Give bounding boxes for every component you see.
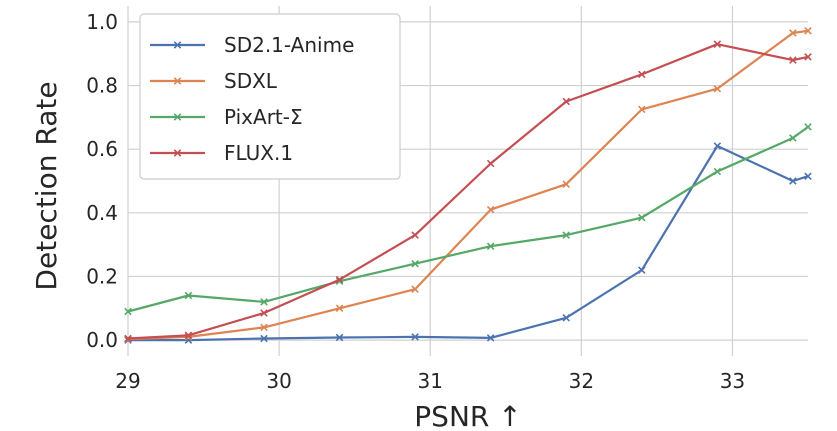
- tick-labels: 29 30 31 32 33 0.0 0.2 0.4 0.6 0.8 1.0: [86, 10, 745, 393]
- data-point: [804, 172, 812, 180]
- series-flux-1: [124, 40, 812, 343]
- data-point: [713, 167, 722, 176]
- legend-marker: [173, 41, 182, 49]
- x-tick-label: 31: [417, 369, 442, 393]
- data-point: [638, 213, 646, 222]
- data-point: [789, 134, 797, 142]
- data-point: [411, 285, 419, 293]
- data-point: [335, 275, 344, 284]
- y-axis-label: Detection Rate: [30, 81, 63, 290]
- data-point: [562, 97, 570, 106]
- data-point: [335, 304, 344, 313]
- legend-entry-sd2-1-anime: SD2.1-Anime: [150, 33, 354, 57]
- x-tick-label: 32: [569, 369, 594, 393]
- legend-marker: [173, 149, 182, 157]
- data-point: [804, 53, 812, 61]
- data-point: [260, 309, 268, 317]
- data-point: [804, 123, 812, 131]
- data-point: [411, 231, 419, 239]
- data-point: [486, 242, 495, 250]
- data-point: [184, 291, 193, 300]
- data-point: [804, 27, 812, 35]
- data-point: [411, 259, 419, 268]
- data-point: [335, 333, 344, 342]
- x-tick-label: 30: [266, 369, 291, 393]
- data-point: [260, 323, 268, 332]
- legend-box: [139, 13, 401, 180]
- data-point: [789, 56, 797, 64]
- data-point: [486, 334, 495, 342]
- data-point: [562, 314, 570, 322]
- data-point: [638, 70, 646, 79]
- y-tick-label: 0.2: [86, 264, 118, 288]
- data-point: [562, 231, 570, 239]
- data-point: [789, 177, 797, 185]
- y-tick-label: 0.6: [86, 137, 118, 161]
- series-group: [124, 27, 812, 344]
- data-point: [184, 331, 193, 340]
- legend-marker: [173, 113, 182, 121]
- x-tick-label: 29: [115, 369, 140, 393]
- data-point: [124, 334, 132, 343]
- legend-entry-sdxl: SDXL: [150, 69, 278, 93]
- data-point: [411, 333, 419, 341]
- data-point: [713, 40, 722, 48]
- y-tick-label: 0.0: [86, 328, 118, 352]
- data-point: [260, 298, 268, 306]
- data-point: [486, 159, 495, 168]
- y-tick-label: 0.4: [86, 201, 118, 225]
- legend-label: SDXL: [224, 69, 278, 93]
- legend-label: PixArt-Σ: [224, 105, 303, 129]
- data-point: [562, 180, 570, 188]
- y-tick-label: 1.0: [86, 10, 118, 34]
- data-point: [124, 307, 132, 316]
- legend-entry-flux-1: FLUX.1: [150, 141, 293, 165]
- y-tick-label: 0.8: [86, 74, 118, 98]
- series-pixart: [124, 123, 812, 316]
- legend-entry-pixart: PixArt-Σ: [150, 105, 303, 129]
- data-point: [260, 334, 268, 343]
- x-tick-label: 33: [720, 369, 745, 393]
- legend: SD2.1-Anime SDXL PixArt-Σ FLUX.1: [139, 13, 401, 180]
- x-axis-label: PSNR ↑: [414, 400, 521, 431]
- legend-marker: [173, 77, 182, 85]
- data-point: [713, 142, 722, 150]
- data-point: [486, 205, 495, 214]
- data-point: [638, 266, 646, 274]
- data-point: [638, 105, 646, 114]
- legend-label: SD2.1-Anime: [224, 33, 354, 57]
- data-point: [789, 29, 797, 37]
- data-point: [713, 84, 722, 93]
- legend-label: FLUX.1: [224, 141, 293, 165]
